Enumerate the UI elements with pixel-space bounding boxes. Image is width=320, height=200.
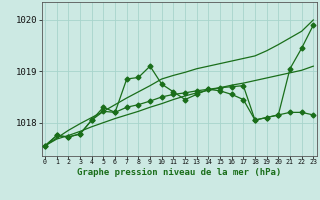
X-axis label: Graphe pression niveau de la mer (hPa): Graphe pression niveau de la mer (hPa): [77, 168, 281, 177]
